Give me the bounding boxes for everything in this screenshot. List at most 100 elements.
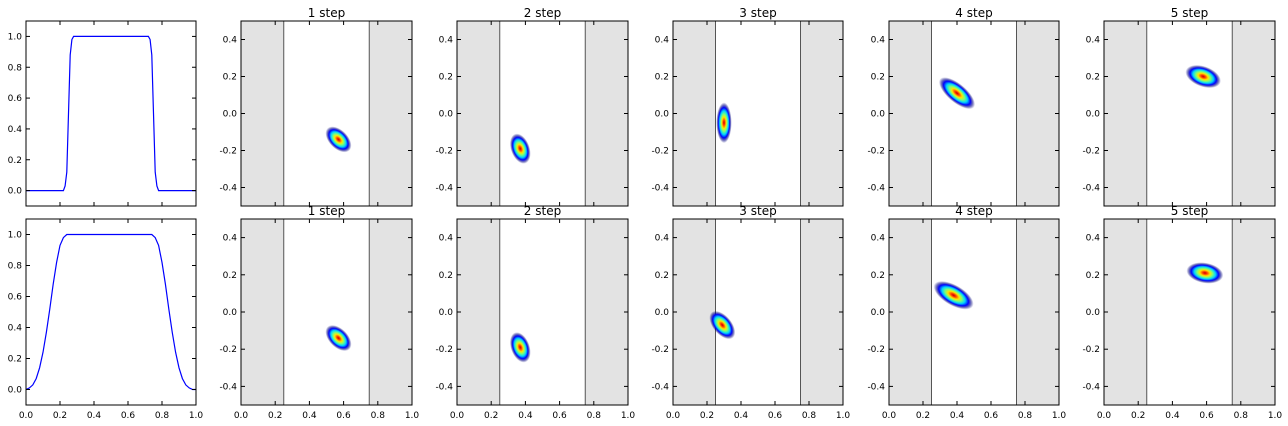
density-blob: [325, 325, 352, 352]
shaded-region-1: [369, 219, 412, 405]
series-line-0: [26, 233, 196, 391]
density-blob: [709, 310, 736, 340]
ytick-label: 0.2: [439, 271, 453, 281]
xtick-label: 0.4: [87, 411, 102, 421]
density-blob-group: [1186, 262, 1224, 284]
axes-frame: [25, 218, 197, 406]
density-blob-group: [933, 281, 974, 310]
shaded-region-1: [1016, 21, 1059, 206]
xtick-label: 0.2: [916, 411, 930, 421]
ytick-label: 0.0: [223, 110, 238, 120]
xtick-label: 0.2: [484, 411, 498, 421]
ytick-label: -0.4: [219, 184, 237, 194]
ytick-label: -0.4: [435, 382, 453, 392]
panel-r1c3: 0.4 0.2 0.0 -0.2 -0.4 0.0 0.2 0.4 0.6 0.8 1.0 3 ste…: [651, 204, 850, 421]
shaded-region-0: [889, 21, 932, 206]
panel-r1c1: 0.4 0.2 0.0 -0.2 -0.4 0.0 0.2 0.4 0.6 0.8 1.0 1 ste…: [219, 204, 419, 421]
xtick-label: 0.4: [950, 411, 965, 421]
density-blob: [1186, 262, 1224, 284]
ytick-label: 0.0: [871, 110, 886, 120]
ytick-label: 0.2: [8, 156, 22, 166]
ytick-label: 0.2: [655, 271, 669, 281]
xtick-label: 1.0: [836, 411, 851, 421]
xtick-label: 0.6: [768, 411, 783, 421]
ytick-label: 0.4: [439, 36, 454, 46]
xtick-label: 0.4: [1165, 411, 1180, 421]
density-blob-group: [509, 133, 531, 164]
panel-r1c4: 0.4 0.2 0.0 -0.2 -0.4 0.0 0.2 0.4 0.6 0.8 1.0 4 ste…: [867, 204, 1066, 421]
ytick-label: 0.4: [871, 36, 886, 46]
shaded-region-0: [457, 219, 500, 405]
panel-title: 3 step: [739, 204, 776, 218]
density-blob-group: [716, 102, 732, 144]
xtick-label: 0.6: [336, 411, 351, 421]
density-blob: [716, 102, 732, 144]
panel-r0c2: 0.4 0.2 0.0 -0.2 -0.4 2 step: [435, 6, 629, 207]
density-blob-group: [325, 126, 352, 153]
ytick-label: 0.0: [1086, 110, 1101, 120]
xtick-label: 0.2: [268, 411, 282, 421]
xtick-label: 0.6: [984, 411, 999, 421]
ytick-label: -0.4: [651, 184, 669, 194]
xtick-label: 1.0: [189, 411, 204, 421]
ytick-label: 0.4: [8, 125, 23, 135]
xtick-label: 1.0: [1268, 411, 1283, 421]
ytick-label: 0.0: [8, 187, 23, 197]
panel-title: 1 step: [308, 6, 345, 20]
ytick-label: 0.2: [439, 73, 453, 83]
xtick-label: 0.2: [1131, 411, 1145, 421]
xtick-label: 0.6: [552, 411, 567, 421]
shaded-region-1: [1232, 21, 1275, 206]
ytick-label: 0.6: [8, 94, 23, 104]
ytick-label: 0.6: [8, 293, 23, 303]
ytick-label: -0.4: [1082, 184, 1100, 194]
ytick-label: 0.0: [8, 386, 23, 396]
panel-title: 4 step: [955, 204, 992, 218]
shaded-region-0: [241, 21, 284, 206]
panel-r1c5: 0.4 0.2 0.0 -0.2 -0.4 0.0 0.2 0.4 0.6 0.8 1.0 5 ste…: [1082, 204, 1282, 421]
ytick-label: -0.2: [867, 147, 885, 157]
xtick-label: 1.0: [1052, 411, 1067, 421]
ytick-label: 0.0: [655, 308, 670, 318]
ytick-label: -0.2: [867, 345, 885, 355]
xtick-label: 0.0: [234, 411, 249, 421]
axes-frame: [25, 20, 197, 207]
ytick-label: 0.0: [871, 308, 886, 318]
ytick-label: 0.8: [8, 63, 23, 73]
density-blob: [938, 77, 976, 110]
shaded-region-0: [1104, 21, 1147, 206]
ytick-label: 0.4: [655, 36, 670, 46]
ytick-label: 0.2: [1086, 271, 1100, 281]
shaded-region-1: [1232, 219, 1275, 405]
xtick-label: 0.6: [1199, 411, 1214, 421]
ytick-label: 0.4: [655, 234, 670, 244]
ytick-label: 0.2: [1086, 73, 1100, 83]
density-blob-group: [938, 77, 976, 110]
ytick-label: -0.2: [1082, 345, 1100, 355]
xtick-label: 0.8: [371, 411, 386, 421]
xtick-label: 0.4: [302, 411, 317, 421]
ytick-label: 0.4: [8, 324, 23, 334]
panel-title: 5 step: [1171, 6, 1208, 20]
xtick-label: 0.6: [121, 411, 136, 421]
ytick-label: -0.4: [867, 184, 885, 194]
shaded-region-1: [585, 219, 628, 405]
panel-title: 1 step: [308, 204, 345, 218]
panel-r0c3: 0.4 0.2 0.0 -0.2 -0.4 3 step: [651, 6, 844, 207]
shaded-region-1: [800, 21, 843, 206]
xtick-label: 0.0: [1097, 411, 1112, 421]
plot-area: [26, 21, 196, 206]
density-blob-group: [1185, 64, 1221, 89]
ytick-label: 1.0: [8, 32, 23, 42]
panel-title: 5 step: [1171, 204, 1208, 218]
xtick-label: 0.8: [802, 411, 817, 421]
density-blob: [325, 126, 352, 153]
panel-r0c1: 0.4 0.2 0.0 -0.2 -0.4 1 step: [219, 6, 413, 207]
ytick-label: -0.2: [219, 345, 237, 355]
density-blob-group: [325, 325, 352, 352]
xtick-label: 1.0: [405, 411, 420, 421]
ytick-label: -0.2: [651, 345, 669, 355]
ytick-label: 0.2: [8, 355, 22, 365]
ytick-label: 0.0: [223, 308, 238, 318]
plot-area: [26, 219, 196, 405]
